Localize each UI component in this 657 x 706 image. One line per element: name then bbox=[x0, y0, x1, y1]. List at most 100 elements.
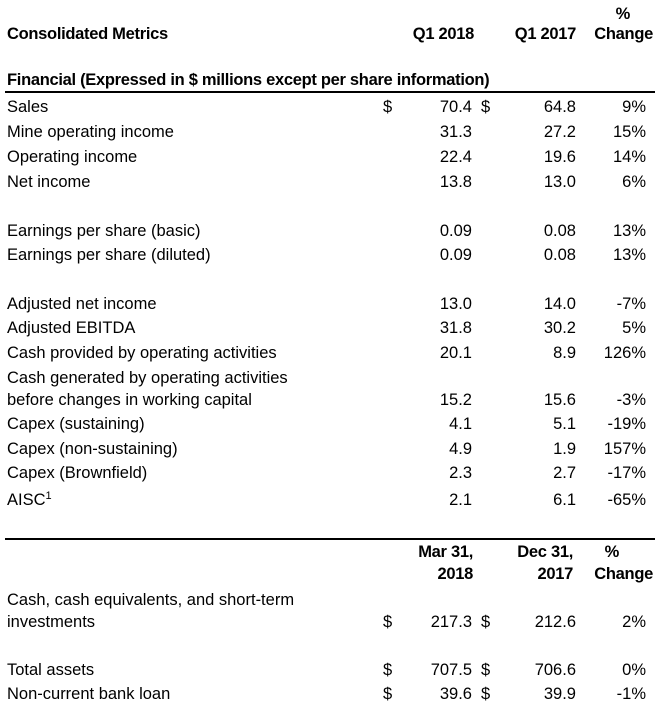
column-header-2018: 2018 bbox=[437, 565, 473, 583]
value-pct-change: 157% bbox=[603, 440, 646, 458]
value-pct-change: 2% bbox=[622, 613, 646, 631]
value-pct-change: 0% bbox=[622, 661, 646, 679]
value-pct-change: 126% bbox=[603, 344, 646, 362]
table-title: Consolidated Metrics bbox=[7, 25, 168, 43]
value-prior: 6.1 bbox=[553, 491, 576, 509]
table-row: Capex (Brownfield) 2.3 2.7 -17% bbox=[0, 461, 657, 485]
row-label: Net income bbox=[7, 173, 91, 191]
value-current: 13.0 bbox=[439, 295, 472, 313]
column-header-mar31: Mar 31, bbox=[418, 543, 473, 561]
value-current: 2.1 bbox=[449, 491, 472, 509]
row-label: investments bbox=[7, 613, 96, 631]
value-current: 217.3 bbox=[430, 613, 472, 631]
section-divider bbox=[5, 538, 655, 540]
value-prior: 8.9 bbox=[553, 344, 576, 362]
value-prior: 15.6 bbox=[543, 391, 576, 409]
table-row: Capex (sustaining) 4.1 5.1 -19% bbox=[0, 412, 657, 436]
row-label: Cash, cash equivalents, and short-term bbox=[7, 591, 295, 609]
value-current: 31.8 bbox=[439, 319, 472, 337]
column-header-q1-2018: Q1 2018 bbox=[412, 25, 475, 43]
value-prior: 0.08 bbox=[543, 246, 576, 264]
footnote-marker: 1 bbox=[45, 490, 52, 502]
row-label: Operating income bbox=[7, 148, 138, 166]
value-pct-change: 13% bbox=[612, 222, 646, 240]
value-prior: 1.9 bbox=[553, 440, 576, 458]
value-prior: 27.2 bbox=[543, 123, 576, 141]
value-pct-change: -65% bbox=[607, 491, 646, 509]
row-label: Capex (Brownfield) bbox=[7, 464, 148, 482]
value-pct-change: -19% bbox=[607, 415, 646, 433]
row-label: Earnings per share (basic) bbox=[7, 222, 201, 240]
value-prior: 39.9 bbox=[543, 685, 576, 703]
currency-symbol: $ bbox=[383, 98, 393, 116]
row-label: Sales bbox=[7, 98, 49, 116]
value-prior: 19.6 bbox=[543, 148, 576, 166]
value-pct-change: -3% bbox=[616, 391, 646, 409]
value-current: 2.3 bbox=[449, 464, 472, 482]
row-label: Mine operating income bbox=[7, 123, 174, 141]
value-current: 31.3 bbox=[439, 123, 472, 141]
table-row: Sales $ 70.4 $ 64.8 9% bbox=[0, 95, 657, 119]
value-current: 22.4 bbox=[439, 148, 472, 166]
section-divider bbox=[5, 91, 655, 93]
currency-symbol: $ bbox=[481, 613, 491, 631]
table-row: Total assets $ 707.5 $ 706.6 0% bbox=[0, 658, 657, 682]
value-pct-change: 15% bbox=[612, 123, 646, 141]
currency-symbol: $ bbox=[383, 661, 393, 679]
value-prior: 30.2 bbox=[543, 319, 576, 337]
column-header-q1-2017: Q1 2017 bbox=[514, 25, 577, 43]
value-pct-change: -17% bbox=[607, 464, 646, 482]
table-row: Earnings per share (basic) 0.09 0.08 13% bbox=[0, 219, 657, 243]
row-label: Adjusted EBITDA bbox=[7, 319, 136, 337]
value-prior: 212.6 bbox=[534, 613, 576, 631]
value-prior: 64.8 bbox=[543, 98, 576, 116]
row-label: Capex (sustaining) bbox=[7, 415, 145, 433]
table-row: Mine operating income 31.3 27.2 15% bbox=[0, 120, 657, 144]
row-label: Earnings per share (diluted) bbox=[7, 246, 211, 264]
value-prior: 706.6 bbox=[534, 661, 576, 679]
value-prior: 13.0 bbox=[543, 173, 576, 191]
table-row: Net income 13.8 13.0 6% bbox=[0, 170, 657, 194]
currency-symbol: $ bbox=[383, 685, 393, 703]
table-row: Operating income 22.4 19.6 14% bbox=[0, 145, 657, 169]
row-label: Cash generated by operating activities bbox=[7, 369, 288, 387]
table-row: Capex (non-sustaining) 4.9 1.9 157% bbox=[0, 437, 657, 461]
value-current: 0.09 bbox=[439, 246, 472, 264]
value-prior: 0.08 bbox=[543, 222, 576, 240]
column-header-dec31: Dec 31, bbox=[517, 543, 573, 561]
table-row: AISC1 2.1 6.1 -65% bbox=[0, 488, 657, 512]
value-current: 15.2 bbox=[439, 391, 472, 409]
table-row: Adjusted EBITDA 31.8 30.2 5% bbox=[0, 316, 657, 340]
value-pct-change: 13% bbox=[612, 246, 646, 264]
row-label: Capex (non-sustaining) bbox=[7, 440, 178, 458]
table-row-label-line1: Cash generated by operating activities bbox=[0, 366, 657, 390]
value-pct-change: 5% bbox=[622, 319, 646, 337]
section-title: Financial (Expressed in $ millions excep… bbox=[7, 71, 490, 89]
value-current: 13.8 bbox=[439, 173, 472, 191]
value-pct-change: -7% bbox=[616, 295, 646, 313]
value-current: 39.6 bbox=[439, 685, 472, 703]
value-pct-change: 14% bbox=[612, 148, 646, 166]
value-prior: 2.7 bbox=[553, 464, 576, 482]
row-label: Adjusted net income bbox=[7, 295, 157, 313]
table-row: investments $ 217.3 $ 212.6 2% bbox=[0, 610, 657, 634]
table-row: Earnings per share (diluted) 0.09 0.08 1… bbox=[0, 243, 657, 267]
currency-symbol: $ bbox=[383, 613, 393, 631]
value-current: 4.9 bbox=[449, 440, 472, 458]
row-label: before changes in working capital bbox=[7, 391, 252, 409]
table-row: Adjusted net income 13.0 14.0 -7% bbox=[0, 292, 657, 316]
currency-symbol: $ bbox=[481, 98, 491, 116]
value-pct-change: 6% bbox=[622, 173, 646, 191]
table-row-label-line1: Cash, cash equivalents, and short-term bbox=[0, 588, 657, 612]
value-pct-change: -1% bbox=[616, 685, 646, 703]
currency-symbol: $ bbox=[481, 661, 491, 679]
value-pct-change: 9% bbox=[622, 98, 646, 116]
row-label: AISC1 bbox=[7, 488, 52, 512]
column-header-pct-symbol: % bbox=[604, 543, 620, 561]
table-row: before changes in working capital 15.2 1… bbox=[0, 388, 657, 412]
currency-symbol: $ bbox=[481, 685, 491, 703]
column-header-change: Change bbox=[594, 25, 653, 43]
column-header-pct-symbol: % bbox=[615, 5, 631, 23]
value-current: 0.09 bbox=[439, 222, 472, 240]
row-label: Non-current bank loan bbox=[7, 685, 171, 703]
